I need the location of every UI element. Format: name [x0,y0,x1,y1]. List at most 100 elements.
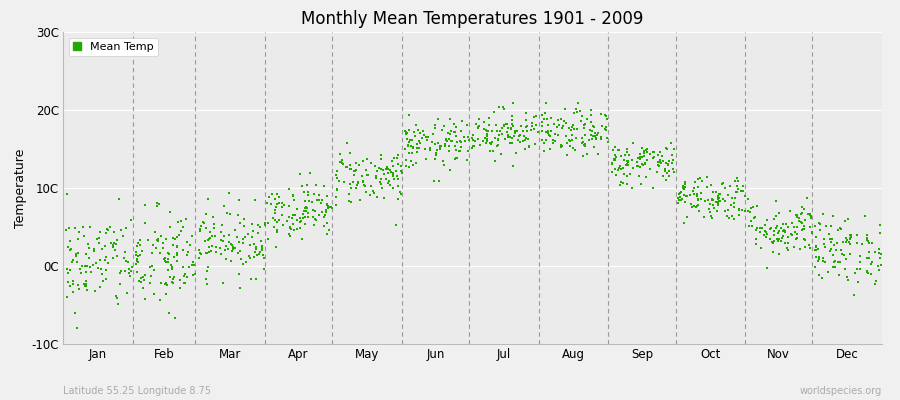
Point [123,273,138,280]
Point [667,146,681,152]
Point [808,247,823,253]
Point [161,310,176,316]
Point [223,257,238,264]
Point [578,132,592,138]
Point [776,228,790,234]
Point [853,259,868,265]
Point [207,225,221,231]
Point [398,128,412,134]
Point [769,198,783,204]
Point [858,213,872,220]
Point [569,106,583,112]
Point [262,194,276,200]
Point [873,230,887,236]
Point [112,280,127,287]
Point [812,220,826,226]
Point [286,193,301,199]
Point [298,205,312,212]
Point [101,260,115,266]
Point [119,258,133,264]
Point [407,129,421,135]
Point [607,156,621,162]
Point [466,132,481,138]
Point [482,122,496,128]
Point [839,239,853,246]
Point [838,217,852,224]
Point [402,137,417,144]
Point [573,108,588,114]
Point [288,212,302,218]
Point [196,220,211,226]
Point [608,154,623,160]
Point [130,256,144,262]
Point [112,196,126,202]
Point [611,146,625,153]
Point [66,280,80,287]
Point [815,211,830,218]
Point [170,250,184,256]
Point [752,228,767,235]
Point [749,241,763,247]
Point [601,139,616,145]
Point [320,202,334,208]
Point [270,219,284,225]
Point [580,116,595,122]
Point [490,128,504,134]
Point [608,152,622,158]
Point [528,113,543,120]
Point [505,139,519,146]
Point [320,220,334,226]
Point [399,130,413,137]
Point [486,148,500,154]
Point [222,211,237,217]
Point [427,178,441,184]
Point [428,156,443,162]
Point [844,231,859,238]
Point [293,218,308,224]
Point [440,138,454,144]
Point [479,140,493,146]
Point [710,208,724,214]
Point [164,262,178,268]
Point [490,142,504,149]
Point [694,190,708,196]
Point [471,136,485,143]
Point [176,280,191,286]
Point [200,250,214,257]
Point [418,156,433,162]
Point [763,235,778,242]
Point [535,122,549,129]
Point [148,267,162,273]
Point [492,128,507,134]
Point [827,258,842,265]
Point [320,201,335,208]
Point [207,220,221,227]
Point [564,137,579,143]
Point [487,108,501,115]
Point [823,248,837,254]
Point [554,144,568,150]
Point [770,213,784,220]
Point [140,237,155,244]
Point [110,237,124,243]
Point [369,168,383,174]
Point [804,215,818,222]
Point [356,178,370,184]
Point [865,259,879,265]
Point [248,197,262,204]
Point [744,218,759,224]
Point [544,115,558,122]
Point [583,119,598,126]
Point [87,248,102,254]
Point [364,183,378,189]
Point [822,230,836,237]
Point [784,231,798,237]
Point [706,189,720,196]
Point [335,157,349,163]
Point [524,127,538,133]
Point [212,245,227,251]
Point [93,257,107,263]
Point [442,136,456,142]
Point [634,145,649,151]
Point [76,224,90,230]
